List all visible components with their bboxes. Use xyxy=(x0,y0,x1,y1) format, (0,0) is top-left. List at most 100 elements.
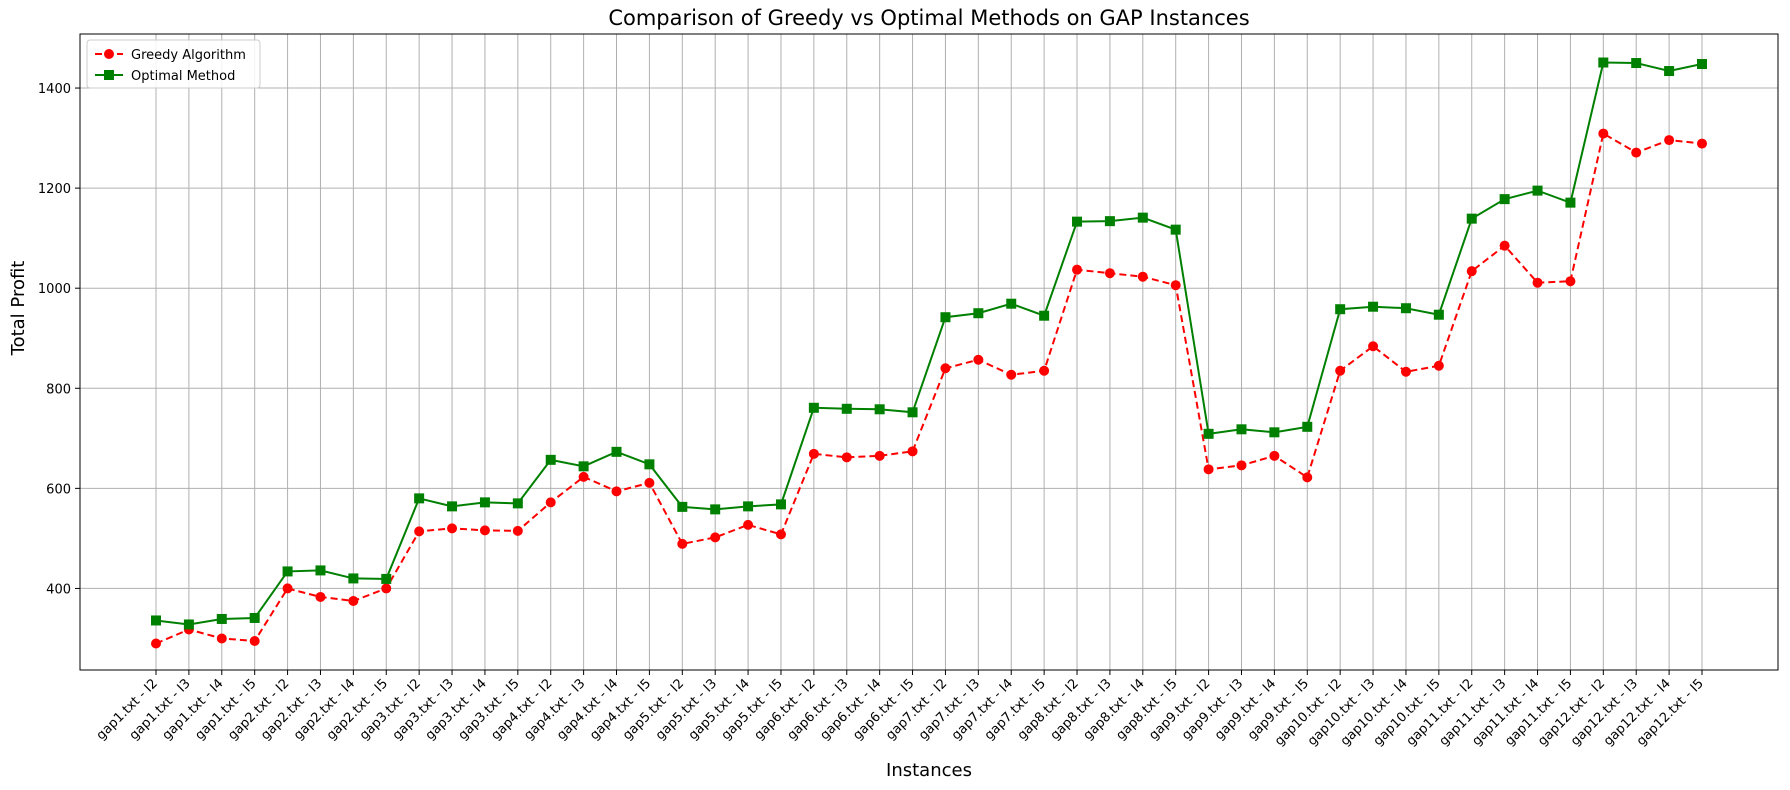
y-tick-label: 800 xyxy=(46,382,71,397)
data-point xyxy=(710,504,721,515)
data-point xyxy=(1104,216,1115,227)
data-point xyxy=(414,526,425,537)
data-point xyxy=(677,501,688,512)
data-point xyxy=(479,525,490,536)
y-axis: 400 600 800 1000 1200 1400 xyxy=(38,82,80,597)
data-point xyxy=(1137,271,1148,282)
data-point xyxy=(1335,304,1346,315)
data-point xyxy=(874,450,885,461)
y-tick-label: 1200 xyxy=(38,182,71,197)
series-2 xyxy=(151,57,1707,630)
data-point xyxy=(1697,138,1707,149)
data-point xyxy=(973,308,984,319)
data-point xyxy=(1664,66,1675,77)
data-point xyxy=(1203,428,1214,439)
data-point xyxy=(644,477,655,488)
data-point xyxy=(1532,277,1543,288)
data-point xyxy=(1104,268,1115,279)
data-point xyxy=(1499,240,1510,251)
data-point xyxy=(1598,128,1609,139)
series-layer xyxy=(151,57,1707,649)
data-point xyxy=(1335,365,1346,376)
data-point xyxy=(1433,309,1444,320)
x-axis-label: Instances xyxy=(886,760,972,781)
data-point xyxy=(348,573,359,584)
data-point xyxy=(808,448,819,459)
data-point xyxy=(907,446,918,457)
data-point xyxy=(1039,365,1050,376)
data-point xyxy=(1466,266,1477,277)
data-point xyxy=(907,407,918,418)
data-point xyxy=(315,565,326,576)
data-point xyxy=(545,454,556,465)
data-point xyxy=(1170,224,1181,235)
data-point xyxy=(1368,341,1379,352)
data-point xyxy=(216,613,227,624)
data-point xyxy=(1466,213,1477,224)
data-point xyxy=(940,363,951,374)
y-tick-label: 1400 xyxy=(38,82,71,97)
data-point xyxy=(775,499,786,510)
data-point xyxy=(512,525,523,536)
data-point xyxy=(545,497,556,508)
data-point xyxy=(315,591,326,602)
data-point xyxy=(282,566,293,577)
data-point xyxy=(348,595,359,606)
data-point xyxy=(1137,212,1148,223)
grid xyxy=(80,34,1778,670)
data-point xyxy=(1565,276,1576,287)
data-point xyxy=(973,354,984,365)
data-point xyxy=(216,633,227,644)
data-point xyxy=(1400,303,1411,314)
series-1 xyxy=(151,128,1707,649)
data-point xyxy=(808,402,819,413)
data-point xyxy=(578,471,589,482)
data-point xyxy=(578,461,589,472)
data-point xyxy=(1664,135,1675,146)
y-tick-label: 600 xyxy=(46,482,71,497)
data-point xyxy=(414,493,425,504)
data-point xyxy=(151,638,161,649)
legend: Greedy Algorithm Optimal Method xyxy=(86,39,261,89)
legend-marker xyxy=(104,70,114,80)
data-point xyxy=(151,615,161,626)
data-point xyxy=(1368,301,1379,312)
legend-marker xyxy=(104,49,114,59)
legend-label: Greedy Algorithm xyxy=(131,48,246,63)
data-point xyxy=(1433,360,1444,371)
data-point xyxy=(710,532,721,543)
series-line xyxy=(155,132,1703,645)
data-point xyxy=(1269,427,1280,438)
data-point xyxy=(841,452,852,463)
data-point xyxy=(381,573,392,584)
data-point xyxy=(381,583,392,594)
data-point xyxy=(1072,264,1083,275)
data-point xyxy=(940,312,951,323)
data-point xyxy=(1400,366,1411,377)
data-point xyxy=(447,523,458,534)
data-point xyxy=(1006,369,1017,380)
y-tick-label: 400 xyxy=(46,582,71,597)
data-point xyxy=(447,501,458,512)
data-point xyxy=(743,519,754,530)
data-point xyxy=(1631,58,1642,69)
data-point xyxy=(249,635,260,646)
data-point xyxy=(1236,460,1247,471)
data-point xyxy=(1203,464,1214,475)
chart-title: Comparison of Greedy vs Optimal Methods … xyxy=(608,6,1249,30)
data-point xyxy=(611,486,622,497)
data-point xyxy=(743,501,754,512)
data-point xyxy=(512,498,523,509)
data-point xyxy=(611,446,622,457)
data-point xyxy=(1236,424,1247,435)
data-point xyxy=(1302,472,1313,483)
data-point xyxy=(1039,310,1050,321)
data-point xyxy=(1499,194,1510,205)
data-point xyxy=(1170,280,1181,291)
data-point xyxy=(1269,450,1280,461)
data-point xyxy=(1697,59,1707,70)
legend-box xyxy=(86,39,261,89)
data-point xyxy=(1565,197,1576,208)
